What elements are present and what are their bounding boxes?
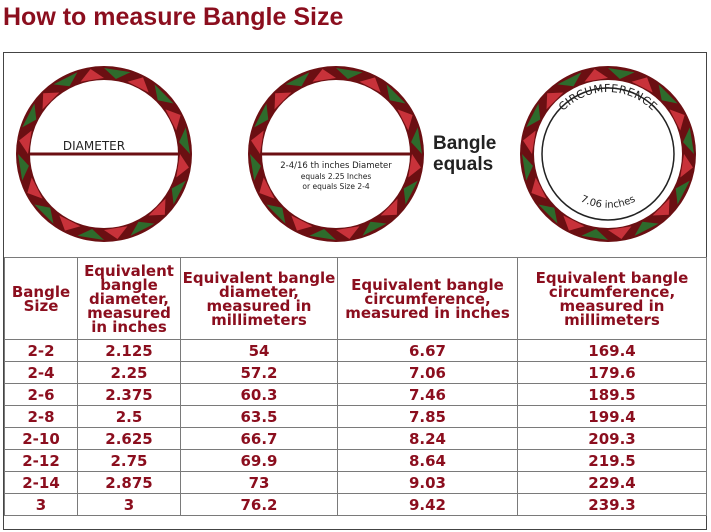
cell-diameter-inches: 2.75 [77, 449, 181, 472]
cell-circumference-inches: 7.85 [337, 405, 518, 428]
diameter-label: DIAMETER [63, 139, 125, 153]
bangle-diagrams: DIAMETER 2-4/16 th inches Diameter equal… [4, 53, 706, 257]
svg-text:7.06 inches: 7.06 inches [579, 194, 637, 211]
cell-size: 2-2 [4, 339, 78, 362]
table-row: 2-8 2.5 63.5 7.85 199.4 [4, 405, 707, 428]
cell-diameter-mm: 63.5 [180, 405, 338, 428]
cell-diameter-mm: 73 [180, 471, 338, 494]
circumference-value: 7.06 inches [579, 194, 637, 211]
equals-caption: Bangle equals [433, 133, 513, 175]
cell-circumference-mm: 239.3 [517, 493, 707, 516]
cell-circumference-inches: 8.64 [337, 449, 518, 472]
header-circumference-inches: Equivalent bangle circumference, measure… [337, 257, 518, 340]
page-title: How to measure Bangle Size [3, 3, 344, 31]
header-diameter-inches: Equivalent bangle diameter, measured in … [77, 257, 181, 340]
cell-diameter-inches: 2.875 [77, 471, 181, 494]
cell-circumference-inches: 6.67 [337, 339, 518, 362]
header-circumference-mm: Equivalent bangle circumference, measure… [517, 257, 707, 340]
cell-size: 2-10 [4, 427, 78, 450]
cell-diameter-mm: 60.3 [180, 383, 338, 406]
cell-size: 2-6 [4, 383, 78, 406]
cell-diameter-mm: 69.9 [180, 449, 338, 472]
table-row: 2-4 2.25 57.2 7.06 179.6 [4, 361, 707, 384]
ring-motifs [18, 68, 190, 240]
cell-circumference-mm: 219.5 [517, 449, 707, 472]
cell-circumference-inches: 8.24 [337, 427, 518, 450]
cell-diameter-mm: 57.2 [180, 361, 338, 384]
cell-circumference-mm: 179.6 [517, 361, 707, 384]
cell-size: 2-12 [4, 449, 78, 472]
cell-circumference-mm: 169.4 [517, 339, 707, 362]
cell-diameter-inches: 2.625 [77, 427, 181, 450]
equals-line1: Bangle [433, 133, 497, 154]
circumference-circle [541, 87, 675, 221]
cell-diameter-inches: 3 [77, 493, 181, 516]
cell-diameter-inches: 2.25 [77, 361, 181, 384]
cell-diameter-mm: 76.2 [180, 493, 338, 516]
table-row: 2-12 2.75 69.9 8.64 219.5 [4, 449, 707, 472]
cell-diameter-inches: 2.125 [77, 339, 181, 362]
cell-size: 2-14 [4, 471, 78, 494]
cell-diameter-mm: 54 [180, 339, 338, 362]
equals-line2: equals [433, 154, 494, 175]
circumference-diagram: CIRCUMFERENCE 7.06 inches [520, 66, 696, 242]
header-diameter-mm: Equivalent bangle diameter, measured in … [180, 257, 338, 340]
cell-size: 2-8 [4, 405, 78, 428]
bangle-size-panel: DIAMETER 2-4/16 th inches Diameter equal… [3, 52, 707, 530]
cell-circumference-inches: 7.46 [337, 383, 518, 406]
ring-motifs [522, 68, 694, 240]
cell-circumference-inches: 7.06 [337, 361, 518, 384]
cell-circumference-mm: 189.5 [517, 383, 707, 406]
cell-circumference-mm: 229.4 [517, 471, 707, 494]
table-row: 2-2 2.125 54 6.67 169.4 [4, 339, 707, 362]
bangle-size-table: Bangle Size Equivalent bangle diameter, … [4, 257, 707, 516]
diameter-diagram: DIAMETER [16, 66, 192, 242]
cell-circumference-inches: 9.03 [337, 471, 518, 494]
size-note-line1: 2-4/16 th inches Diameter [280, 161, 392, 171]
cell-size: 2-4 [4, 361, 78, 384]
size-example-diagram: 2-4/16 th inches Diameter equals 2.25 In… [248, 66, 424, 242]
table-row: 3 3 76.2 9.42 239.3 [4, 493, 707, 516]
table-row: 2-14 2.875 73 9.03 229.4 [4, 471, 707, 494]
cell-diameter-mm: 66.7 [180, 427, 338, 450]
size-note-line2: equals 2.25 Inches [301, 172, 372, 181]
cell-size: 3 [4, 493, 78, 516]
cell-circumference-mm: 199.4 [517, 405, 707, 428]
cell-circumference-inches: 9.42 [337, 493, 518, 516]
cell-diameter-inches: 2.375 [77, 383, 181, 406]
table-row: 2-6 2.375 60.3 7.46 189.5 [4, 383, 707, 406]
cell-circumference-mm: 209.3 [517, 427, 707, 450]
cell-diameter-inches: 2.5 [77, 405, 181, 428]
size-note-line3: or equals Size 2-4 [302, 182, 369, 191]
table-header-row: Bangle Size Equivalent bangle diameter, … [4, 257, 707, 340]
header-bangle-size: Bangle Size [4, 257, 78, 340]
table-row: 2-10 2.625 66.7 8.24 209.3 [4, 427, 707, 450]
